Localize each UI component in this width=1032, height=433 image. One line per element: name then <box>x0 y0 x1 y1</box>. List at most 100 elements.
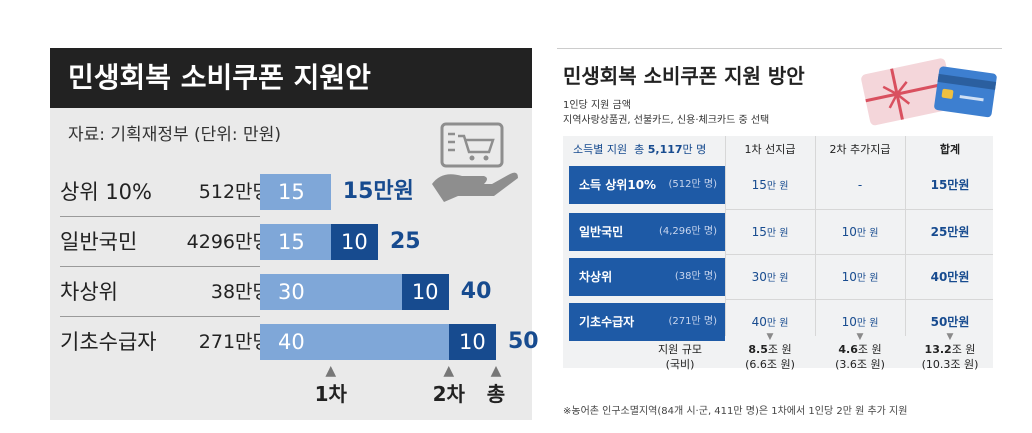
value-number: 15 <box>751 225 767 239</box>
right-table-subtitle: 1인당 지원 금액 <box>563 100 631 111</box>
row-count: (271만 명) <box>668 316 717 327</box>
gift-card-icon <box>861 58 997 126</box>
scale-unit: 조 원 <box>857 343 882 356</box>
value-number: 10 <box>841 225 857 239</box>
population-count: 38만명 <box>210 281 270 303</box>
category-label: 차상위 <box>60 280 118 304</box>
population-count: 512만명 <box>198 181 270 203</box>
row-count: (38만 명) <box>674 271 717 282</box>
marker-arrow-icon: ▲ <box>325 363 337 379</box>
table-cell-value: 30만 원 <box>725 258 815 296</box>
row-name: 기초수급자 <box>579 315 635 329</box>
scale-label: 지원 규모 (국비) <box>635 342 725 372</box>
row-divider <box>60 216 260 217</box>
column-divider <box>905 136 906 336</box>
column-divider <box>725 136 726 336</box>
bar-first-payment: 15 <box>260 224 331 260</box>
bar-first-payment: 40 <box>260 324 449 360</box>
column-header: 합계 <box>939 143 961 156</box>
table-cell-sum: 50만원 <box>930 315 970 329</box>
value-unit: 만 원 <box>766 228 789 239</box>
header-lead: 소득별 지원 총 5,117만 명 <box>573 143 707 156</box>
value-number: 10 <box>841 315 857 329</box>
row-divider <box>725 254 993 255</box>
row-divider <box>60 266 260 267</box>
value-number: 10 <box>841 270 857 284</box>
row-count: (4,296만 명) <box>658 226 717 237</box>
footnote: ※농어촌 인구소멸지역(84개 시·군, 411만 명)은 1차에서 1인당 2… <box>563 406 908 417</box>
table-cell-value: 10만 원 <box>815 213 905 251</box>
left-chart-title: 민생회복 소비쿠폰 지원안 <box>50 48 532 108</box>
left-chart-row: 일반국민 4296만명 <box>50 222 532 262</box>
row-divider <box>725 299 993 300</box>
row-label-cell: 소득 상위10% (512만 명) <box>569 166 725 204</box>
support-table: 소득별 지원 총 5,117만 명 1차 선지급 2차 추가지급 합계 소득 상위10… <box>563 136 995 371</box>
row-divider <box>60 316 260 317</box>
value-unit: 만 원 <box>766 273 789 284</box>
table-cell-value: 10만 원 <box>815 258 905 296</box>
right-table-panel: 민생회복 소비쿠폰 지원 방안 1인당 지원 금액 지역사랑상품권, 선불카드,… <box>557 48 1002 420</box>
total-label: 50 <box>508 329 539 354</box>
value-number: 40 <box>751 315 767 329</box>
left-chart-row: 상위 10% 512만명 <box>50 172 532 212</box>
row-label-cell: 일반국민 (4,296만 명) <box>569 213 725 251</box>
bar-first-payment: 15 <box>260 174 331 210</box>
credit-card-icon <box>934 66 997 118</box>
scale-main: 4.6조 원 <box>815 342 905 357</box>
scale-unit: 조 원 <box>767 343 792 356</box>
scale-number: 13.2 <box>924 343 952 356</box>
value-unit: 만 원 <box>766 318 789 329</box>
scale-arrow-icon: ▼ <box>856 332 864 342</box>
marker-label: 총 <box>486 382 506 406</box>
scale-label-line-2: (국비) <box>665 358 695 371</box>
table-cell-sum: 15만원 <box>930 178 970 192</box>
column-divider <box>815 136 816 336</box>
right-table-subtitle-2: 지역사랑상품권, 선불카드, 신용·체크카드 중 선택 <box>563 115 770 126</box>
table-cell-value: 10만 원 <box>815 303 905 341</box>
table-cell-value: 40만 원 <box>725 303 815 341</box>
axis-marker: ▲ 1차 <box>311 364 351 407</box>
total-label: 40 <box>460 279 492 304</box>
row-count: (512만 명) <box>668 179 717 190</box>
population-count: 4296만명 <box>186 231 270 253</box>
marker-arrow-icon: ▲ <box>490 363 502 379</box>
total-label: 25 <box>390 229 421 254</box>
bar-second-payment: 10 <box>330 224 378 260</box>
scale-value: 4.6조 원 (3.6조 원) <box>815 342 905 372</box>
left-chart-row: 차상위 38만명 <box>50 272 532 312</box>
row-label-cell: 차상위 (38만 명) <box>569 258 725 296</box>
total-label: 15만원 <box>342 179 414 204</box>
axis-marker: ▲ 총 <box>476 364 516 407</box>
table-cell-value: 15만 원 <box>725 166 815 204</box>
bar-first-payment: 30 <box>260 274 402 310</box>
table-cell-value: 15만 원 <box>725 213 815 251</box>
scale-main: 13.2조 원 <box>905 342 995 357</box>
column-header: 1차 선지급 <box>744 143 796 156</box>
table-cell-value: - <box>815 166 905 204</box>
scale-number: 8.5 <box>748 343 768 356</box>
row-name: 소득 상위10% <box>579 178 657 192</box>
right-table-title: 민생회복 소비쿠폰 지원 방안 <box>563 64 805 88</box>
value-unit: 만 원 <box>856 228 879 239</box>
scale-sub: (10.3조 원) <box>921 358 979 371</box>
axis-marker: ▲ 2차 <box>429 364 469 407</box>
marker-arrow-icon: ▲ <box>443 363 455 379</box>
left-chart-panel: 민생회복 소비쿠폰 지원안 자료: 기획재정부 (단위: 만원) 상위 10% 5… <box>50 48 539 420</box>
row-name: 차상위 <box>579 270 613 284</box>
value-number: - <box>857 178 863 192</box>
scale-label-line-1: 지원 규모 <box>658 343 702 356</box>
value-unit: 만 원 <box>856 273 879 284</box>
value-unit: 만 원 <box>766 181 789 192</box>
scale-arrow-icon: ▼ <box>946 332 954 342</box>
category-label: 상위 10% <box>60 180 152 204</box>
scale-sub: (6.6조 원) <box>745 358 795 371</box>
table-cell-sum: 40만원 <box>930 270 970 284</box>
scale-unit: 조 원 <box>951 343 976 356</box>
cart-on-hand-icon <box>432 122 518 202</box>
bar-second-payment: 10 <box>448 324 496 360</box>
value-unit: 만 원 <box>856 318 879 329</box>
scale-sub: (3.6조 원) <box>835 358 885 371</box>
scale-number: 4.6 <box>838 343 858 356</box>
top-rule <box>557 48 1002 49</box>
value-number: 15 <box>751 178 767 192</box>
